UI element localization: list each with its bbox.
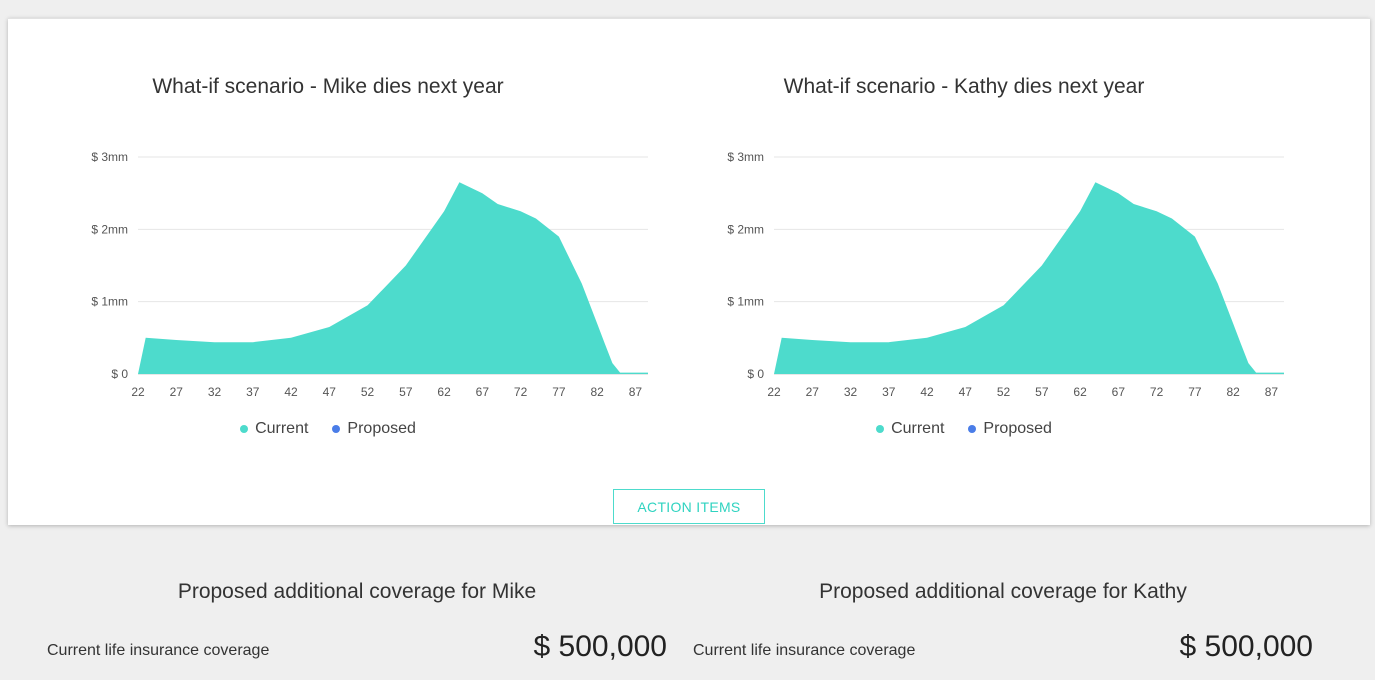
x-tick-label: 42 (284, 385, 298, 399)
coverage-section-mike: Proposed additional coverage for Mike Cu… (47, 580, 667, 668)
x-tick-label: 47 (959, 385, 973, 399)
coverage-row: Current life insurance coverage $ 500,00… (47, 630, 667, 668)
legend-label: Current (255, 420, 309, 437)
chart-legend: Current Proposed (8, 420, 648, 438)
x-tick-label: 77 (552, 385, 566, 399)
coverage-value: $ 500,000 (1179, 630, 1313, 663)
coverage-section-kathy: Proposed additional coverage for Kathy C… (693, 580, 1313, 668)
coverage-label: Current life insurance coverage (693, 642, 916, 659)
x-tick-label: 22 (131, 385, 145, 399)
legend-item-current[interactable]: Current (240, 420, 308, 438)
legend-item-proposed[interactable]: Proposed (332, 420, 416, 438)
x-tick-label: 27 (806, 385, 820, 399)
legend-dot-current-icon (876, 425, 885, 433)
coverage-row: Current life insurance coverage $ 500,00… (693, 630, 1313, 668)
x-tick-label: 62 (1073, 385, 1087, 399)
area-series-current (774, 182, 1284, 374)
x-tick-label: 67 (1112, 385, 1126, 399)
coverage-title: Proposed additional coverage for Kathy (819, 580, 1187, 603)
legend-dot-proposed-icon (968, 425, 977, 433)
legend-dot-proposed-icon (332, 425, 341, 433)
y-tick-label: $ 1mm (91, 295, 128, 309)
x-tick-label: 22 (767, 385, 781, 399)
legend-label: Proposed (347, 420, 416, 437)
x-tick-label: 42 (920, 385, 934, 399)
scenario-card: What-if scenario - Mike dies next year $… (8, 18, 1370, 525)
y-tick-label: $ 2mm (91, 222, 128, 236)
chart-mike-scenario: What-if scenario - Mike dies next year $… (8, 19, 648, 479)
chart-title: What-if scenario - Kathy dies next year (783, 75, 1145, 98)
legend-item-current[interactable]: Current (876, 420, 944, 438)
legend-dot-current-icon (240, 425, 249, 433)
chart-kathy-scenario: What-if scenario - Kathy dies next year … (644, 19, 1284, 479)
area-series-current (138, 182, 648, 374)
legend-label: Current (891, 420, 945, 437)
x-tick-label: 37 (246, 385, 260, 399)
y-tick-label: $ 3mm (727, 150, 764, 164)
x-tick-label: 72 (514, 385, 528, 399)
chart-svg: $ 3mm $ 2mm $ 1mm $ 022 27 32 37 42 47 52 57 62 67 72… (91, 150, 648, 399)
y-tick-label: $ 2mm (727, 222, 764, 236)
x-tick-label: 72 (1150, 385, 1164, 399)
x-tick-label: 47 (323, 385, 337, 399)
x-tick-label: 37 (882, 385, 896, 399)
x-tick-label: 62 (437, 385, 451, 399)
y-tick-label: $ 0 (111, 367, 128, 381)
x-tick-label: 52 (361, 385, 375, 399)
legend-item-proposed[interactable]: Proposed (968, 420, 1052, 438)
x-tick-label: 82 (1226, 385, 1240, 399)
x-tick-label: 57 (399, 385, 413, 399)
chart-title: What-if scenario - Mike dies next year (152, 75, 504, 98)
coverage-value: $ 500,000 (533, 630, 667, 663)
x-tick-label: 87 (629, 385, 643, 399)
chart-svg: $ 3mm $ 2mm $ 1mm $ 022 27 32 37 42 47 52 57 62 67 72… (727, 150, 1284, 399)
coverage-label: Current life insurance coverage (47, 642, 270, 659)
x-tick-label: 32 (208, 385, 222, 399)
chart-legend: Current Proposed (644, 420, 1284, 438)
x-tick-label: 52 (997, 385, 1011, 399)
x-tick-label: 57 (1035, 385, 1049, 399)
x-tick-label: 27 (170, 385, 184, 399)
x-tick-label: 67 (476, 385, 490, 399)
action-items-button[interactable]: ACTION ITEMS (613, 489, 765, 524)
x-tick-label: 77 (1188, 385, 1202, 399)
legend-label: Proposed (983, 420, 1052, 437)
coverage-title: Proposed additional coverage for Mike (177, 580, 537, 603)
y-tick-label: $ 3mm (91, 150, 128, 164)
x-tick-label: 82 (590, 385, 604, 399)
y-tick-label: $ 1mm (727, 295, 764, 309)
y-tick-label: $ 0 (747, 367, 764, 381)
x-tick-label: 32 (844, 385, 858, 399)
x-tick-label: 87 (1265, 385, 1279, 399)
